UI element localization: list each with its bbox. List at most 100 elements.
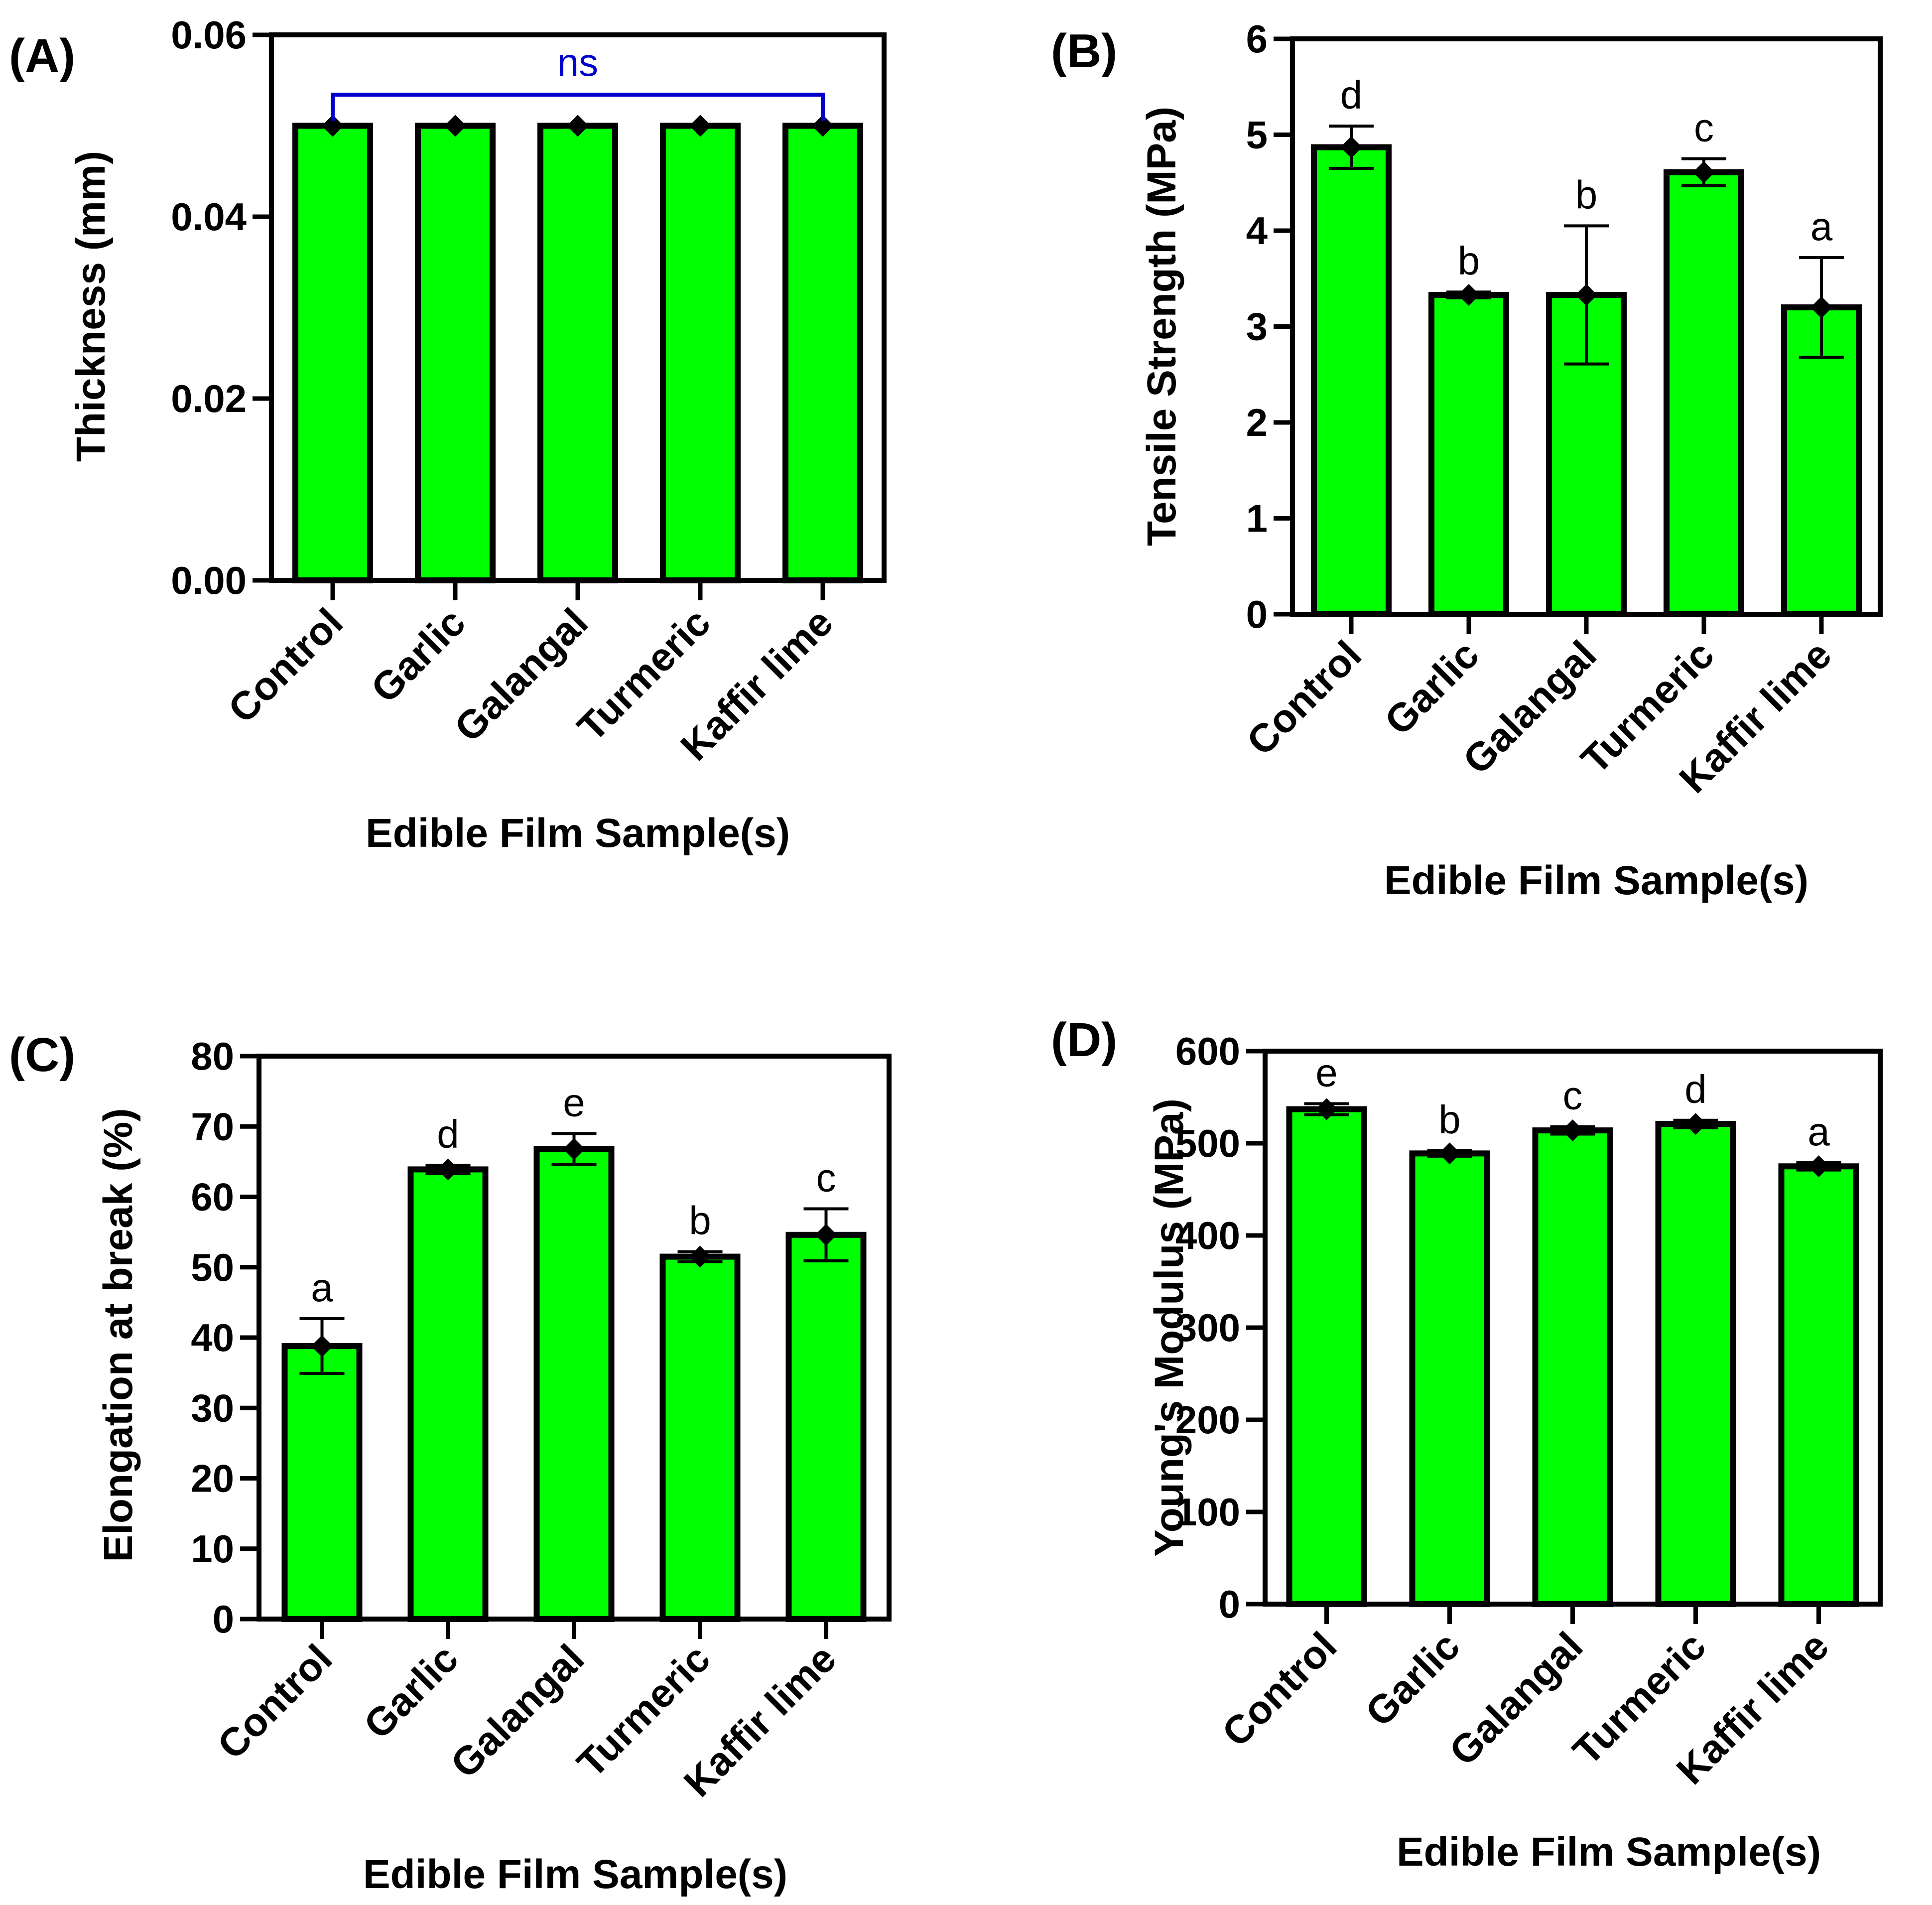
bar-kaffir-lime [782, 123, 863, 583]
data-point-turmeric [689, 115, 711, 137]
panel-d: (D) 0 100 200 300 400 500 600 e Control b Garlic c Ga… [1051, 1013, 1883, 1875]
category-label-galangal: Galangal [446, 600, 596, 750]
y-tick-label: 5 [1246, 113, 1268, 157]
y-tick-label: 4 [1246, 209, 1268, 253]
bar-galangal [533, 1146, 615, 1622]
y-tick-label: 200 [1175, 1398, 1240, 1442]
significance-letter: e [1315, 1050, 1338, 1094]
y-tick-label: 500 [1175, 1121, 1240, 1165]
y-tick-label: 0 [1246, 592, 1268, 636]
y-axis-title: Young's Modulus (MPa) [1147, 1098, 1192, 1557]
bar-garlic [407, 1166, 489, 1623]
bar-turmeric [1655, 1121, 1736, 1607]
y-tick-label: 0 [1219, 1582, 1240, 1626]
data-point-galangal [567, 115, 589, 137]
y-tick-label: 300 [1175, 1306, 1240, 1350]
bar-garlic [1409, 1150, 1490, 1608]
y-tick-label: 40 [191, 1316, 234, 1360]
significance-letter: d [1340, 73, 1363, 117]
significance-letter: b [1575, 172, 1598, 217]
y-tick-label: 0.06 [171, 13, 247, 57]
category-label-control: Control [220, 600, 351, 731]
category-label-garlic: Garlic [1357, 1624, 1468, 1735]
y-tick-label: 3 [1246, 305, 1268, 349]
panel-label: (B) [1051, 24, 1117, 78]
bar-kaffir-lime [785, 1231, 867, 1622]
data-point-control [1315, 1098, 1338, 1120]
bar-control [281, 1343, 363, 1622]
y-tick-label: 0.00 [171, 558, 247, 602]
x-axis-title: Edible Film Sample(s) [366, 811, 790, 856]
significance-letter: a [1810, 204, 1833, 249]
bar-garlic [1428, 291, 1509, 617]
data-point-control [322, 115, 344, 137]
significance-letter: b [689, 1199, 711, 1243]
significance-letter: c [1694, 106, 1714, 150]
category-label-galangal: Galangal [442, 1636, 593, 1786]
category-label-garlic: Garlic [363, 600, 474, 711]
bar-turmeric [660, 123, 741, 583]
data-point-kaffir-lime [1810, 296, 1832, 318]
y-tick-label: 20 [191, 1457, 234, 1500]
category-label-garlic: Garlic [1376, 632, 1487, 743]
y-tick-label: 80 [191, 1034, 234, 1078]
data-point-control [311, 1335, 333, 1357]
ns-label: ns [557, 40, 598, 84]
y-tick-label: 30 [191, 1386, 234, 1430]
y-axis-title: Thickness (mm) [68, 151, 114, 462]
significance-letter: a [1807, 1109, 1830, 1154]
data-point-garlic [1438, 1142, 1461, 1165]
y-tick-label: 50 [191, 1245, 234, 1289]
category-label-control: Control [1238, 632, 1370, 764]
panel-c: (C) 0 10 20 30 40 50 60 70 80 a Control d Garlic e Gala… [9, 1028, 892, 1897]
data-point-garlic [1458, 283, 1480, 306]
category-label-control: Control [209, 1636, 341, 1768]
bar-garlic [415, 123, 496, 583]
data-point-kaffir-lime [1807, 1155, 1830, 1178]
y-tick-label: 70 [191, 1104, 234, 1148]
panel-label: (D) [1051, 1013, 1117, 1067]
y-tick-label: 0.02 [171, 377, 247, 420]
bar-control [1286, 1106, 1367, 1608]
y-tick-label: 400 [1175, 1214, 1240, 1257]
data-point-kaffir-lime [812, 115, 834, 137]
category-label-galangal: Galangal [1441, 1624, 1591, 1774]
x-axis-title: Edible Film Sample(s) [1397, 1829, 1821, 1875]
significance-letter: d [1684, 1067, 1707, 1111]
data-point-turmeric [1693, 161, 1715, 183]
category-label-garlic: Garlic [355, 1636, 466, 1747]
y-axis-title: Tensile Strength (MPa) [1139, 107, 1184, 546]
bar-kaffir-lime [1778, 1163, 1859, 1607]
bar-turmeric [659, 1253, 741, 1622]
category-label-control: Control [1214, 1624, 1345, 1755]
data-point-kaffir-lime [815, 1224, 837, 1246]
y-tick-label: 600 [1175, 1029, 1240, 1073]
panel-label: (C) [9, 1028, 75, 1082]
y-tick-label: 6 [1246, 17, 1268, 61]
y-tick-label: 60 [191, 1175, 234, 1219]
significance-letter: c [816, 1156, 836, 1200]
data-point-galangal [1561, 1119, 1584, 1142]
x-axis-title: Edible Film Sample(s) [1384, 858, 1808, 903]
data-point-galangal [563, 1138, 585, 1160]
significance-letter: b [1458, 239, 1480, 283]
bar-galangal [537, 123, 618, 583]
data-point-garlic [444, 115, 466, 137]
significance-letter: e [563, 1080, 585, 1124]
panel-a: (A) 0.00 0.02 0.04 0.06 Control GarlicGalangal… [9, 13, 887, 856]
y-tick-label: 0.04 [171, 195, 247, 239]
significance-letter: a [311, 1265, 333, 1310]
panel-b: (B)0123456dControlbGarlicbGalangalcTurme… [1051, 17, 1883, 903]
y-tick-label: 0 [213, 1597, 234, 1641]
data-point-control [1340, 136, 1362, 158]
significance-letter: c [1563, 1074, 1583, 1118]
bar-control [1311, 144, 1392, 617]
y-tick-label: 2 [1246, 401, 1268, 444]
data-point-garlic [437, 1158, 459, 1181]
significance-letter: b [1438, 1097, 1461, 1142]
y-tick-label: 10 [191, 1527, 234, 1571]
data-point-turmeric [1684, 1113, 1707, 1135]
significance-letter: d [437, 1112, 459, 1156]
x-axis-title: Edible Film Sample(s) [363, 1852, 787, 1897]
